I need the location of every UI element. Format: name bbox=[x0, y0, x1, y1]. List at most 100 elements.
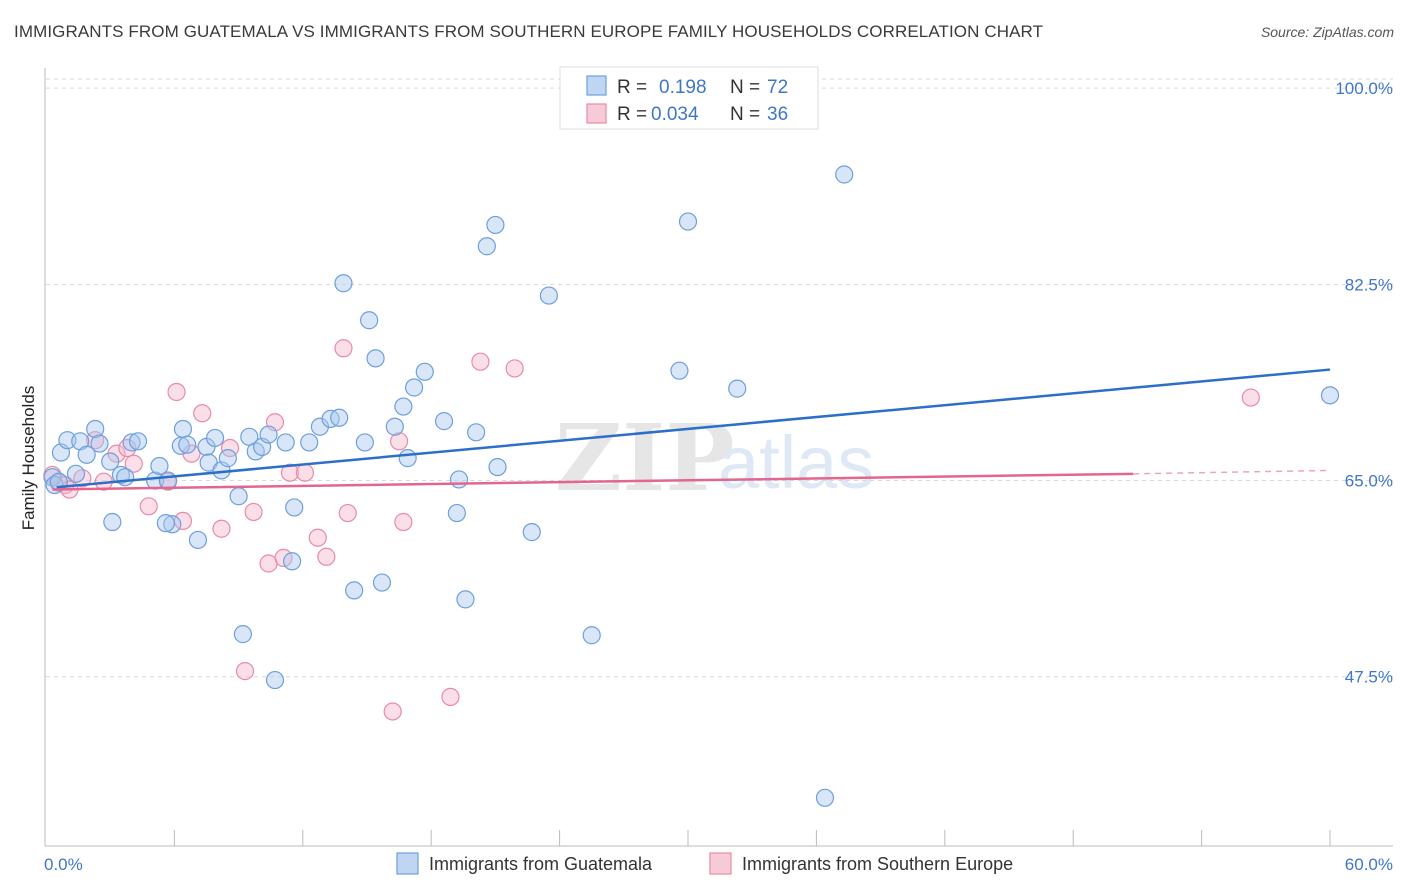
legend-n-value-europe: 36 bbox=[767, 104, 788, 125]
guatemala-point bbox=[467, 423, 486, 442]
europe-point bbox=[317, 547, 336, 566]
europe-point bbox=[124, 454, 143, 473]
legend-r-label: R = bbox=[617, 104, 647, 125]
guatemala-point bbox=[539, 286, 559, 305]
x-tick-label-min: 0.0% bbox=[44, 855, 83, 874]
europe-point bbox=[383, 702, 402, 721]
guatemala-points bbox=[43, 165, 1340, 807]
x-tick-label-max: 60.0% bbox=[1345, 855, 1393, 874]
europe-point bbox=[295, 463, 315, 482]
europe-point bbox=[471, 352, 490, 371]
guatemala-point bbox=[77, 445, 96, 464]
guatemala-point bbox=[122, 433, 141, 452]
europe-point bbox=[441, 687, 460, 707]
guatemala-point bbox=[173, 419, 193, 439]
guatemala-point bbox=[670, 361, 689, 380]
guatemala-point bbox=[233, 625, 252, 644]
guatemala-point bbox=[449, 470, 469, 489]
legend-swatch-guatemala bbox=[586, 75, 607, 96]
guatemala-point bbox=[103, 512, 122, 532]
legend-bottom: Immigrants from Guatemala Immigrants fro… bbox=[396, 852, 1013, 875]
legend-bottom-label-europe: Immigrants from Southern Europe bbox=[742, 854, 1013, 874]
guatemala-point bbox=[728, 379, 747, 398]
europe-trend-line bbox=[52, 472, 1134, 491]
europe-point bbox=[244, 502, 263, 522]
guatemala-point bbox=[434, 412, 454, 431]
guatemala-point bbox=[178, 435, 197, 454]
legend-top: R = 0.198 N = 72 R = 0.034 N = 36 bbox=[559, 66, 819, 130]
guatemala-point bbox=[205, 428, 225, 448]
guatemala-point bbox=[188, 530, 208, 550]
y-axis-label: Family Households bbox=[19, 386, 38, 531]
y-tick-label: 65.0% bbox=[1345, 472, 1393, 491]
guatemala-point bbox=[90, 434, 109, 453]
guatemala-point bbox=[366, 349, 385, 368]
guatemala-point bbox=[334, 274, 353, 293]
europe-point bbox=[505, 359, 524, 378]
legend-bottom-label-guatemala: Immigrants from Guatemala bbox=[429, 854, 653, 874]
x-axis-ticks bbox=[173, 830, 1331, 846]
guatemala-point bbox=[582, 626, 601, 645]
europe-point bbox=[308, 528, 327, 547]
guatemala-point bbox=[488, 457, 507, 477]
guatemala-point bbox=[259, 425, 278, 444]
guatemala-point bbox=[330, 408, 349, 427]
guatemala-point bbox=[835, 165, 854, 184]
legend-swatch-europe bbox=[586, 103, 607, 124]
chart-title: IMMIGRANTS FROM GUATEMALA VS IMMIGRANTS … bbox=[14, 22, 1044, 41]
legend-n-label: N = bbox=[730, 77, 760, 98]
guatemala-point bbox=[345, 581, 364, 600]
guatemala-point bbox=[477, 237, 496, 256]
guatemala-point bbox=[486, 215, 505, 235]
europe-trend-line-extension bbox=[1133, 469, 1331, 475]
legend-r-value-europe: 0.034 bbox=[651, 104, 699, 125]
europe-point bbox=[167, 382, 186, 402]
guatemala-point bbox=[300, 433, 319, 452]
europe-point bbox=[390, 432, 409, 451]
europe-points bbox=[43, 339, 1260, 721]
watermark-atlas: atlas bbox=[718, 421, 874, 504]
y-tick-labels: 47.5% 65.0% 82.5% 100.0% bbox=[1335, 79, 1393, 687]
guatemala-point bbox=[1320, 386, 1340, 405]
europe-point bbox=[212, 519, 231, 538]
europe-point bbox=[338, 503, 357, 523]
watermark: ZIP atlas bbox=[555, 404, 874, 512]
y-tick-label: 47.5% bbox=[1345, 668, 1393, 687]
gridlines bbox=[46, 78, 1393, 678]
guatemala-point bbox=[158, 471, 178, 490]
trend-lines bbox=[52, 368, 1331, 491]
y-tick-label: 100.0% bbox=[1335, 79, 1393, 98]
guatemala-point bbox=[163, 515, 182, 534]
legend-n-value-guatemala: 72 bbox=[767, 77, 788, 98]
guatemala-point bbox=[229, 487, 248, 506]
guatemala-point bbox=[66, 464, 86, 483]
guatemala-point bbox=[678, 212, 698, 231]
guatemala-point bbox=[276, 433, 295, 452]
guatemala-point bbox=[150, 456, 169, 476]
source-credit: Source: ZipAtlas.com bbox=[1260, 24, 1394, 40]
watermark-zip: ZIP bbox=[555, 404, 734, 512]
guatemala-point bbox=[398, 449, 417, 468]
guatemala-point bbox=[522, 523, 541, 542]
guatemala-trend-line bbox=[56, 368, 1331, 489]
guatemala-point bbox=[116, 468, 135, 487]
guatemala-point bbox=[360, 311, 379, 330]
guatemala-point bbox=[283, 552, 302, 571]
europe-point bbox=[334, 339, 353, 358]
europe-point bbox=[280, 463, 300, 482]
guatemala-point bbox=[404, 378, 424, 397]
europe-point bbox=[193, 404, 212, 423]
guatemala-point bbox=[156, 514, 175, 533]
guatemala-point bbox=[355, 433, 374, 452]
guatemala-point bbox=[58, 431, 77, 450]
europe-point bbox=[235, 662, 255, 681]
guatemala-point bbox=[128, 432, 148, 451]
guatemala-point bbox=[218, 449, 237, 468]
legend-bottom-swatch-europe bbox=[709, 852, 732, 875]
guatemala-point bbox=[285, 498, 304, 517]
guatemala-point bbox=[372, 573, 392, 592]
legend-r-label: R = bbox=[617, 77, 647, 98]
guatemala-point bbox=[456, 590, 475, 609]
europe-point bbox=[394, 512, 413, 532]
